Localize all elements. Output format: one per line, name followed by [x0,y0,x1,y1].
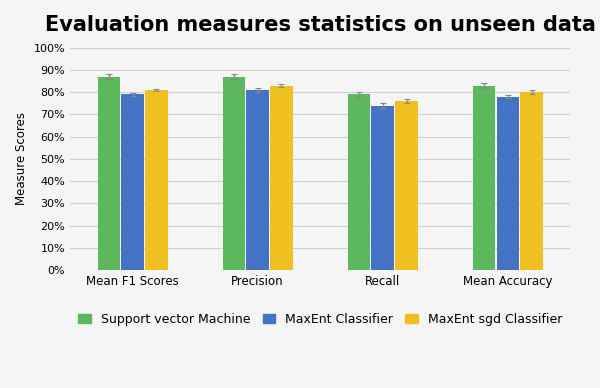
Bar [348,94,370,270]
Legend: Support vector Machine, MaxEnt Classifier, MaxEnt sgd Classifier: Support vector Machine, MaxEnt Classifie… [73,308,568,331]
Bar [497,97,519,270]
Title: Evaluation measures statistics on unseen data: Evaluation measures statistics on unseen… [45,15,596,35]
Bar [371,106,394,270]
Bar [247,90,269,270]
Bar [145,90,167,270]
Y-axis label: Measure Scores: Measure Scores [15,113,28,205]
Bar [473,85,496,270]
Bar [98,76,120,270]
Bar [520,92,543,270]
Bar [121,94,144,270]
Bar [223,76,245,270]
Bar [395,101,418,270]
Bar [270,85,293,270]
